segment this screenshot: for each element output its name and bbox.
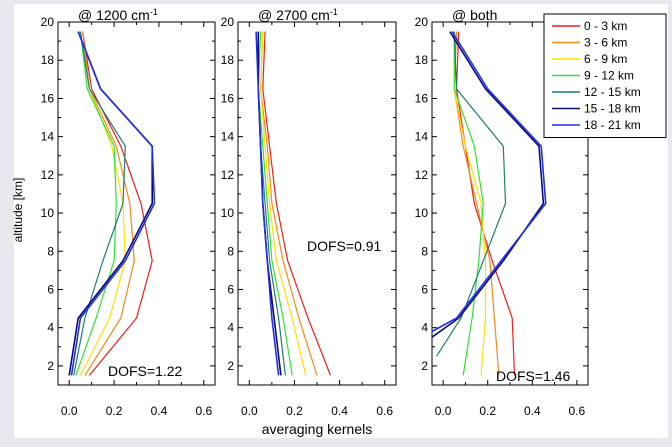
- x-tick-label: 0.2: [106, 404, 123, 418]
- series-line-15-18km: [431, 31, 545, 338]
- legend-label: 0 - 3 km: [584, 19, 627, 33]
- y-tick-label: 6: [421, 282, 428, 296]
- y-tick-label: 20: [41, 15, 55, 29]
- x-tick-label: 0.6: [195, 404, 212, 418]
- y-tick-label: 12: [41, 168, 55, 182]
- legend-label: 12 - 15 km: [584, 85, 641, 99]
- y-tick-label: 14: [41, 130, 55, 144]
- y-axis-label: altitude [km]: [11, 178, 25, 243]
- series-line-0-3km: [82, 31, 153, 376]
- y-tick-label: 14: [415, 130, 429, 144]
- legend-label: 18 - 21 km: [584, 118, 641, 132]
- y-tick-label: 16: [41, 91, 55, 105]
- y-tick-label: 12: [221, 168, 235, 182]
- series-line-18-21km: [431, 31, 547, 333]
- y-tick-label: 8: [47, 244, 54, 258]
- series-line-9-12km: [453, 31, 484, 376]
- panel-title: @ both: [452, 7, 497, 23]
- dofs-annotation: DOFS=1.46: [496, 368, 571, 384]
- y-tick-label: 2: [47, 359, 54, 373]
- x-tick-label: 0.6: [376, 404, 393, 418]
- y-tick-label: 20: [415, 15, 429, 29]
- y-tick-label: 18: [415, 53, 429, 67]
- legend-label: 15 - 18 km: [584, 102, 641, 116]
- legend-box: [543, 13, 667, 138]
- panel-1: 2 4 6 8 10 12 14 16 18 20 0.0 0.2 0.4 0.6 @ 1200 cm-1 D…: [11, 7, 216, 418]
- series-line-12-15km: [73, 31, 126, 376]
- y-tick-label: 10: [41, 206, 55, 220]
- panel-title: @ 2700 cm-1: [258, 7, 338, 23]
- series-line-12-15km: [435, 31, 507, 357]
- x-tick-label: 0.6: [569, 404, 586, 418]
- y-tick-label: 16: [221, 91, 235, 105]
- panel-title: @ 1200 cm-1: [78, 7, 158, 23]
- y-tick-label: 14: [221, 130, 235, 144]
- legend-label: 3 - 6 km: [584, 36, 627, 50]
- x-tick-label: 0.2: [286, 404, 303, 418]
- y-tick-label: 20: [221, 15, 235, 29]
- y-tick-label: 10: [221, 206, 235, 220]
- y-tick-label: 2: [227, 359, 234, 373]
- y-tick-label: 6: [227, 282, 234, 296]
- x-tick-label: 0.4: [524, 404, 541, 418]
- y-tick-label: 2: [421, 359, 428, 373]
- y-tick-label: 16: [415, 91, 429, 105]
- y-tick-label: 12: [415, 168, 429, 182]
- y-tick-label: 8: [227, 244, 234, 258]
- y-tick-label: 4: [47, 321, 54, 335]
- series-line-18-21km: [70, 31, 156, 376]
- series-line-0-3km: [262, 31, 332, 376]
- legend: 0 - 3 km 3 - 6 km 6 - 9 km 9 - 12 km 12 - 15…: [543, 13, 667, 138]
- x-tick-label: 0.0: [61, 404, 78, 418]
- series-line-6-9km: [259, 31, 307, 376]
- x-axis-label: averaging kernels: [262, 421, 373, 437]
- y-tick-label: 18: [41, 53, 55, 67]
- panel-2: 2 4 6 8 10 12 14 16 18 20 0.0 0.2 0.4 0.6 @ 2700 cm-1 D…: [221, 7, 397, 437]
- x-tick-label: 0.2: [479, 404, 496, 418]
- panel-title-superscript: -1: [150, 7, 158, 17]
- panel-3: 2 4 6 8 10 12 14 16 18 20 0.0 0.2 0.4 0.6 @ both DOFS=1…: [415, 7, 667, 418]
- series-line-9-12km: [75, 31, 117, 376]
- legend-label: 6 - 9 km: [584, 52, 627, 66]
- x-tick-label: 0.0: [435, 404, 452, 418]
- x-tick-label: 0.4: [151, 404, 168, 418]
- x-tick-label: 0.4: [331, 404, 348, 418]
- y-tick-label: 6: [47, 282, 54, 296]
- panel-title-superscript: -1: [330, 7, 338, 17]
- y-tick-label: 10: [415, 206, 429, 220]
- y-tick-label: 4: [227, 321, 234, 335]
- y-tick-label: 18: [221, 53, 235, 67]
- legend-label: 9 - 12 km: [584, 69, 634, 83]
- y-tick-label: 4: [421, 321, 428, 335]
- series-line-18-21km: [255, 31, 280, 376]
- y-tick-label: 8: [421, 244, 428, 258]
- dofs-annotation: DOFS=0.91: [307, 238, 382, 254]
- dofs-annotation: DOFS=1.22: [108, 363, 183, 379]
- x-tick-label: 0.0: [241, 404, 258, 418]
